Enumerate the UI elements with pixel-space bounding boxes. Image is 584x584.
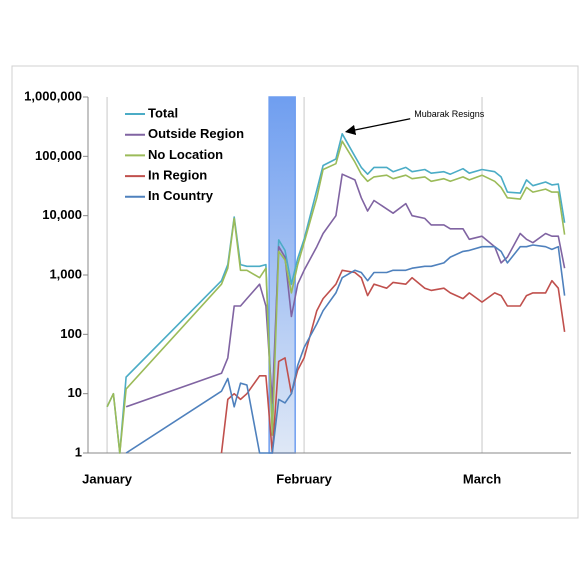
annotation-arrow [344,118,411,136]
x-tick-label: March [463,471,501,486]
legend-label: In Country [148,188,214,203]
y-tick-label: 1,000,000 [24,88,82,103]
annotation-text: Mubarak Resigns [414,109,485,119]
y-tick-label: 10 [68,385,82,400]
legend-label: In Region [148,168,207,183]
y-tick-label: 1 [75,444,82,459]
y-tick-label: 1,000 [49,266,82,281]
legend-label: No Location [148,147,223,162]
x-tick-label: February [276,471,332,486]
legend-label: Total [148,105,178,120]
series-line [106,133,566,454]
y-tick-label: 100 [60,326,82,341]
y-tick-label: 10,000 [42,207,82,222]
legend-label: Outside Region [148,126,244,141]
series-line [220,269,566,454]
y-tick-label: 100,000 [35,148,82,163]
series-line [106,140,566,454]
series-line [125,173,566,408]
x-tick-label: January [82,471,133,486]
series-line [125,244,566,454]
